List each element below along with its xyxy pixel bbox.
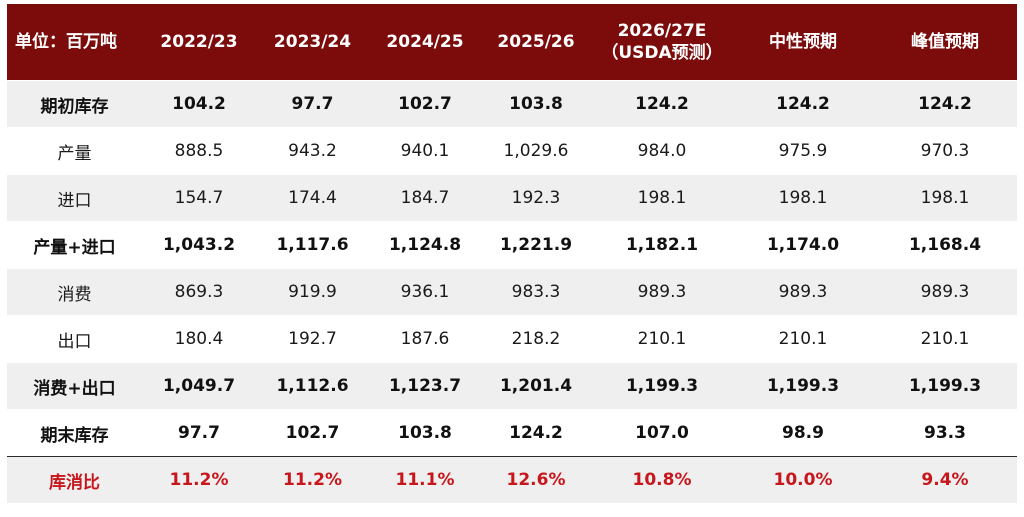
cell-production-col2: 940.1	[369, 127, 481, 175]
cell-production-plus-imports-col4: 1,182.1	[591, 221, 733, 269]
cell-consumption-col0: 869.3	[142, 268, 256, 316]
cell-imports-col3: 192.3	[481, 174, 591, 222]
table-row-opening-stock: 期初库存 104.2 97.7 102.7 103.8 124.2 124.2 124.2	[7, 80, 1017, 128]
cell-ending-stock-col2: 103.8	[369, 409, 481, 457]
col-header-peak: 峰值预期	[873, 4, 1017, 81]
table-row-ending-stock: 期末库存 97.7 102.7 103.8 124.2 107.0 98.9 93.3	[7, 409, 1017, 457]
cell-consumption-col3: 983.3	[481, 268, 591, 316]
cell-consumption-col2: 936.1	[369, 268, 481, 316]
cell-production-col4: 984.0	[591, 127, 733, 175]
cell-consumption-col1: 919.9	[256, 268, 369, 316]
row-label-opening-stock: 期初库存	[7, 80, 142, 128]
table-row-consumption: 消费 869.3 919.9 936.1 983.3 989.3 989.3 989.3	[7, 268, 1017, 316]
cell-consumption-plus-exports-col6: 1,199.3	[873, 362, 1017, 410]
col-header-neutral: 中性预期	[733, 4, 873, 81]
col-header-2026-27e: 2026/27E （USDA预测）	[591, 4, 733, 81]
row-label-consumption-plus-exports: 消费+出口	[7, 362, 142, 410]
row-label-production: 产量	[7, 127, 142, 175]
cell-production-plus-imports-col1: 1,117.6	[256, 221, 369, 269]
row-label-consumption: 消费	[7, 268, 142, 316]
col-header-2026-27e-year: 2026/27E	[617, 21, 707, 41]
col-header-usda-forecast: （USDA预测）	[601, 43, 723, 63]
cell-stock-to-use-ratio-col6: 9.4%	[873, 456, 1017, 503]
cell-ending-stock-col6: 93.3	[873, 409, 1017, 457]
cell-stock-to-use-ratio-col0: 11.2%	[142, 456, 256, 503]
col-header-2023-24: 2023/24	[256, 4, 369, 81]
cell-production-col3: 1,029.6	[481, 127, 591, 175]
cell-opening-stock-col0: 104.2	[142, 80, 256, 128]
table-row-consumption-plus-exports: 消费+出口 1,049.7 1,112.6 1,123.7 1,201.4 1,199.3…	[7, 362, 1017, 410]
col-header-2022-23: 2022/23	[142, 4, 256, 81]
col-header-2025-26: 2025/26	[481, 4, 591, 81]
cell-stock-to-use-ratio-col2: 11.1%	[369, 456, 481, 503]
supply-demand-table: 单位：百万吨 2022/23 2023/24 2024/25 2025/26 2…	[7, 4, 1017, 503]
cell-opening-stock-col6: 124.2	[873, 80, 1017, 128]
cell-exports-col2: 187.6	[369, 315, 481, 363]
cell-production-plus-imports-col3: 1,221.9	[481, 221, 591, 269]
cell-opening-stock-col2: 102.7	[369, 80, 481, 128]
cell-exports-col4: 210.1	[591, 315, 733, 363]
row-label-stock-to-use-ratio: 库消比	[7, 456, 142, 503]
cell-imports-col5: 198.1	[733, 174, 873, 222]
cell-ending-stock-col5: 98.9	[733, 409, 873, 457]
cell-stock-to-use-ratio-col4: 10.8%	[591, 456, 733, 503]
cell-exports-col5: 210.1	[733, 315, 873, 363]
cell-ending-stock-col4: 107.0	[591, 409, 733, 457]
cell-stock-to-use-ratio-col1: 11.2%	[256, 456, 369, 503]
cell-imports-col2: 184.7	[369, 174, 481, 222]
table-header: 单位：百万吨 2022/23 2023/24 2024/25 2025/26 2…	[7, 4, 1017, 81]
cell-ending-stock-col3: 124.2	[481, 409, 591, 457]
cell-consumption-plus-exports-col5: 1,199.3	[733, 362, 873, 410]
cell-imports-col4: 198.1	[591, 174, 733, 222]
cell-ending-stock-col0: 97.7	[142, 409, 256, 457]
table-row-production: 产量 888.5 943.2 940.1 1,029.6 984.0 975.9 970.3	[7, 127, 1017, 175]
row-label-production-plus-imports: 产量+进口	[7, 221, 142, 269]
header-row: 单位：百万吨 2022/23 2023/24 2024/25 2025/26 2…	[7, 4, 1017, 81]
col-header-2024-25: 2024/25	[369, 4, 481, 81]
row-label-imports: 进口	[7, 174, 142, 222]
cell-consumption-plus-exports-col3: 1,201.4	[481, 362, 591, 410]
cell-production-plus-imports-col6: 1,168.4	[873, 221, 1017, 269]
cell-opening-stock-col5: 124.2	[733, 80, 873, 128]
cell-production-col1: 943.2	[256, 127, 369, 175]
balance-table-container: 单位：百万吨 2022/23 2023/24 2024/25 2025/26 2…	[7, 4, 1017, 503]
cell-production-plus-imports-col5: 1,174.0	[733, 221, 873, 269]
unit-label: 单位：百万吨	[7, 4, 142, 81]
cell-production-col0: 888.5	[142, 127, 256, 175]
table-row-stock-to-use-ratio: 库消比 11.2% 11.2% 11.1% 12.6% 10.8% 10.0% 9.4%	[7, 456, 1017, 503]
cell-stock-to-use-ratio-col5: 10.0%	[733, 456, 873, 503]
cell-exports-col0: 180.4	[142, 315, 256, 363]
cell-consumption-plus-exports-col4: 1,199.3	[591, 362, 733, 410]
table-row-exports: 出口 180.4 192.7 187.6 218.2 210.1 210.1 210.1	[7, 315, 1017, 363]
row-label-ending-stock: 期末库存	[7, 409, 142, 457]
cell-imports-col0: 154.7	[142, 174, 256, 222]
table-row-production-plus-imports: 产量+进口 1,043.2 1,117.6 1,124.8 1,221.9 1,182.1…	[7, 221, 1017, 269]
cell-imports-col1: 174.4	[256, 174, 369, 222]
table-row-imports: 进口 154.7 174.4 184.7 192.3 198.1 198.1 198.1	[7, 174, 1017, 222]
cell-consumption-plus-exports-col1: 1,112.6	[256, 362, 369, 410]
cell-exports-col6: 210.1	[873, 315, 1017, 363]
cell-consumption-col5: 989.3	[733, 268, 873, 316]
cell-opening-stock-col3: 103.8	[481, 80, 591, 128]
cell-imports-col6: 198.1	[873, 174, 1017, 222]
cell-consumption-col4: 989.3	[591, 268, 733, 316]
cell-production-col5: 975.9	[733, 127, 873, 175]
cell-exports-col3: 218.2	[481, 315, 591, 363]
table-body: 期初库存 104.2 97.7 102.7 103.8 124.2 124.2 124.2 产量…	[7, 80, 1017, 503]
cell-opening-stock-col1: 97.7	[256, 80, 369, 128]
cell-stock-to-use-ratio-col3: 12.6%	[481, 456, 591, 503]
cell-ending-stock-col1: 102.7	[256, 409, 369, 457]
cell-consumption-plus-exports-col2: 1,123.7	[369, 362, 481, 410]
row-label-exports: 出口	[7, 315, 142, 363]
cell-production-plus-imports-col0: 1,043.2	[142, 221, 256, 269]
cell-production-col6: 970.3	[873, 127, 1017, 175]
cell-consumption-plus-exports-col0: 1,049.7	[142, 362, 256, 410]
cell-consumption-col6: 989.3	[873, 268, 1017, 316]
cell-exports-col1: 192.7	[256, 315, 369, 363]
cell-opening-stock-col4: 124.2	[591, 80, 733, 128]
cell-production-plus-imports-col2: 1,124.8	[369, 221, 481, 269]
